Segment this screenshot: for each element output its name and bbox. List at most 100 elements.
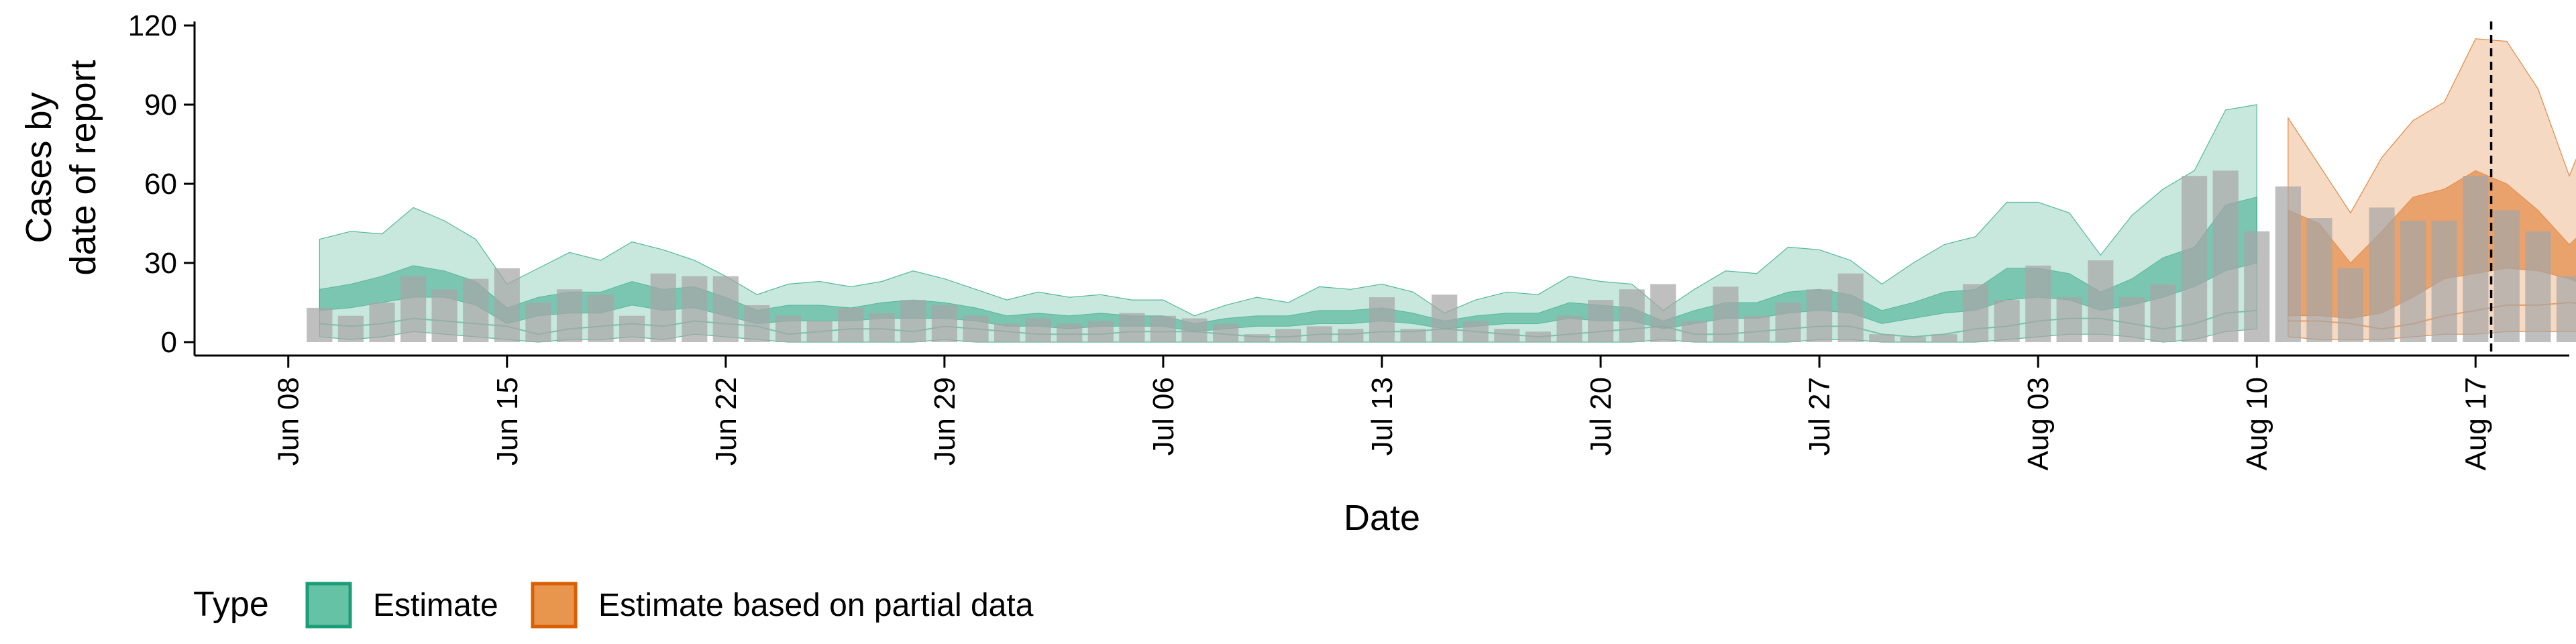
y-tick-label: 30: [144, 247, 177, 280]
reported-cases-bar: [2431, 221, 2457, 342]
reported-cases-bar: [619, 315, 645, 342]
reported-cases-bar: [2306, 218, 2332, 342]
reported-cases-bar: [900, 300, 926, 342]
reported-cases-bar: [400, 276, 427, 342]
reported-cases-bar: [2275, 186, 2301, 342]
reported-cases-bar: [556, 289, 583, 342]
reported-cases-bar: [1837, 273, 1864, 342]
reported-cases-bar: [1775, 303, 1801, 342]
reported-cases-bar: [712, 276, 739, 342]
legend-title: Type: [193, 585, 269, 624]
reported-cases-bar: [1525, 331, 1551, 342]
reported-cases-bar: [1306, 326, 1332, 342]
reported-cases-bar: [994, 323, 1020, 342]
reported-cases-bar: [650, 273, 676, 342]
x-tick-label: Jul 06: [1147, 377, 1180, 455]
y-tick-label: 90: [144, 89, 177, 121]
y-tick-label: 120: [128, 9, 177, 42]
reported-cases-bar: [2212, 170, 2239, 342]
reported-cases-bar: [1681, 321, 1707, 342]
reported-cases-bar: [1057, 323, 1083, 342]
y-axis-title-line-1: Cases by: [19, 92, 59, 243]
reported-cases-bar: [1650, 284, 1676, 342]
reported-cases-bar: [369, 303, 395, 342]
reported-cases-bar: [2025, 265, 2051, 342]
x-tick-label: Jul 20: [1585, 377, 1617, 455]
x-axis-title: Date: [1344, 498, 1420, 538]
legend-key-partial: [531, 582, 578, 629]
reported-cases-bar: [2369, 207, 2395, 342]
reported-cases-bar: [1494, 329, 1520, 342]
reported-cases-bar: [1432, 294, 1458, 342]
reported-cases-bar: [1588, 300, 1614, 342]
reported-cases-bar: [1025, 318, 1051, 342]
x-tick-label: Jun 22: [710, 377, 743, 466]
x-tick-label: Jun 08: [272, 377, 305, 466]
reported-cases-bar: [1087, 321, 1114, 342]
reported-cases-bar: [525, 303, 551, 342]
reported-cases-bar: [2525, 231, 2551, 342]
reported-cases-bar: [1213, 323, 1239, 342]
reported-cases-bar: [431, 289, 458, 342]
reported-cases-bar: [682, 276, 708, 342]
reported-cases-bar: [494, 268, 520, 342]
reported-cases-bar: [307, 307, 333, 342]
reported-cases-bar: [1994, 300, 2020, 342]
reported-cases-bar: [744, 305, 770, 342]
reported-cases-bar: [1368, 297, 1395, 342]
reported-cases-bars: [307, 170, 2576, 342]
x-tick-label: Aug 17: [2459, 377, 2492, 470]
legend-key-estimate: [305, 582, 352, 629]
reported-cases-bar: [2463, 176, 2489, 342]
reported-cases-bar: [1338, 329, 1364, 342]
x-tick-label: Aug 10: [2241, 377, 2273, 470]
x-tick-label: Jul 13: [1366, 377, 1399, 455]
reported-cases-bar: [1244, 334, 1270, 342]
legend-label-partial: Estimate based on partial data: [598, 588, 1034, 623]
reported-cases-bar: [2244, 231, 2270, 342]
reported-cases-bar: [838, 307, 864, 342]
reported-cases-bar: [1556, 315, 1582, 342]
reported-cases-bar: [1275, 329, 1301, 342]
reported-cases-bar: [1743, 315, 1770, 342]
reported-cases-bar: [1807, 289, 1833, 342]
x-tick-label: Jun 29: [928, 377, 961, 466]
reported-cases-bar: [588, 294, 614, 342]
reported-cases-bar: [2493, 210, 2520, 342]
reported-cases-bar: [869, 313, 895, 342]
reported-cases-bar: [2400, 221, 2426, 342]
x-tick-label: Jul 27: [1803, 377, 1836, 455]
reported-cases-bar: [1962, 284, 1989, 342]
y-tick-label: 60: [144, 168, 177, 201]
reported-cases-bar: [337, 315, 364, 342]
y-tick-label: 0: [161, 326, 177, 359]
reported-cases-bar: [2056, 297, 2082, 342]
x-tick-label: Jun 15: [491, 377, 524, 466]
reported-cases-bar: [1931, 334, 1957, 342]
reported-cases-bar: [2118, 297, 2145, 342]
reported-cases-bar: [1462, 321, 1489, 342]
legend-label-estimate: Estimate: [373, 588, 498, 623]
reported-cases-bar: [1400, 329, 1426, 342]
reported-cases-bar: [2088, 260, 2114, 342]
reported-cases-bar: [806, 321, 833, 342]
x-tick-label: Aug 03: [2022, 377, 2055, 470]
reported-cases-bar: [463, 278, 489, 342]
y-axis-title-line-2: date of report: [63, 60, 103, 275]
reported-cases-bar: [1713, 286, 1739, 342]
reported-cases-bar: [1181, 318, 1208, 342]
reported-cases-bar: [775, 315, 802, 342]
reported-cases-bar: [2150, 284, 2176, 342]
reported-cases-bar: [1119, 313, 1145, 342]
reported-cases-bar: [1869, 334, 1895, 342]
axes: 0 30 60 90 120 Jun 08 Jun 15 Jun 22 Jun 29 Jul 06…: [128, 9, 2569, 470]
reported-cases-bar: [1900, 337, 1926, 342]
reported-cases-bar: [2337, 268, 2364, 342]
reported-cases-bar: [1619, 289, 1645, 342]
reported-cases-bar: [963, 315, 989, 342]
reported-cases-bar: [2182, 176, 2208, 342]
reported-cases-bar: [2556, 276, 2576, 342]
reported-cases-bar: [1150, 315, 1176, 342]
legend: Type Estimate Estimate based on partial …: [193, 582, 1034, 629]
